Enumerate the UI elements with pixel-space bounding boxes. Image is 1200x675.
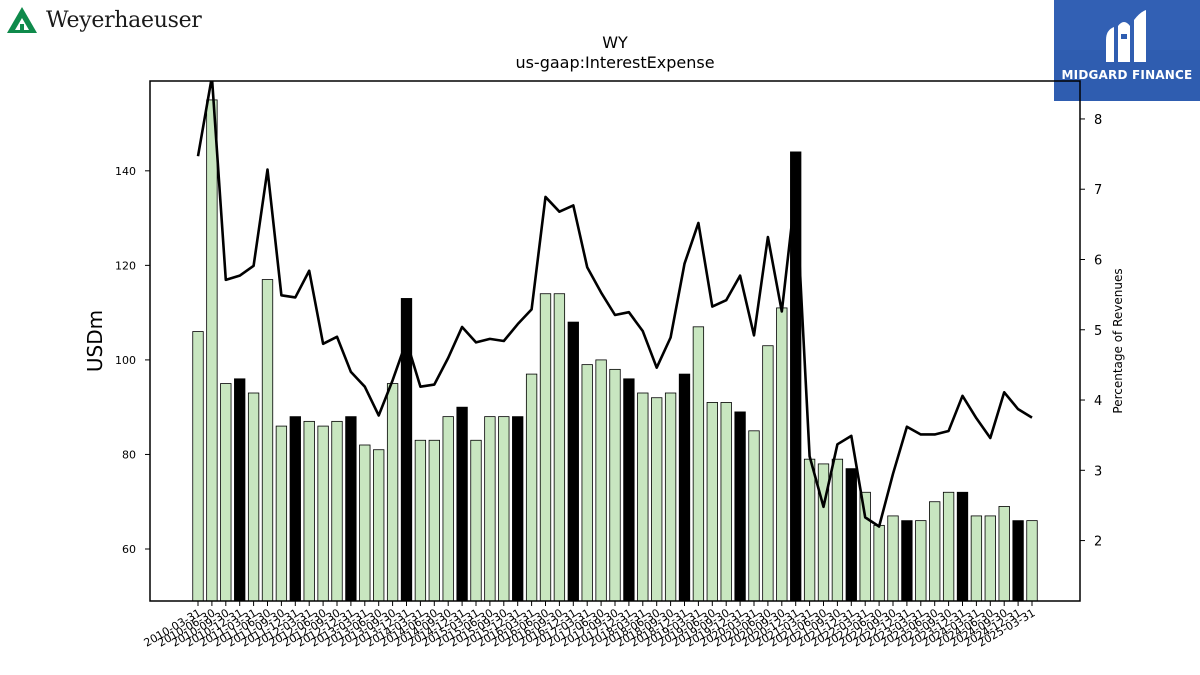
y2-axis-label: Percentage of Revenues [1111,268,1125,413]
bar-2016-06-30 [539,293,552,602]
bar-2022-06-30 [873,524,885,602]
bar-2019-09-30 [720,402,732,602]
bar-2023-03-31 [915,520,927,602]
midgard-finance-logo: MIDGARD FINANCE [1054,0,1200,101]
chart-title: WY [602,33,628,52]
bar-2024-03-31 [970,515,983,602]
y-tick-label: 80 [122,448,136,461]
bar-2017-12-31 [623,378,635,602]
bar-2012-06-30 [317,425,329,602]
y-tick-label: 60 [122,543,136,556]
bar-2021-03-31 [803,458,816,602]
y-axis-label: USDm [83,310,107,372]
bar-2025-03-31 [1026,520,1038,602]
bar-2017-09-30 [609,368,621,602]
bar-2013-06-30 [373,449,385,602]
bar-2024-12-31 [1012,520,1024,602]
bar-2024-09-30 [998,506,1010,602]
y2-tick-label: 3 [1094,464,1102,479]
y-tick-label: 140 [115,165,136,178]
bar-2015-12-31 [512,416,524,602]
bar-2023-09-30 [942,491,955,602]
weyerhaeuser-tree-icon [7,7,37,33]
bar-2024-06-30 [984,515,996,602]
pct-revenues-line [196,81,1033,528]
y-tick-label: 100 [115,354,136,367]
bar-2011-06-30 [261,279,274,602]
midgard-finance-emblem-icon [1054,0,1200,101]
chart-subtitle: us-gaap:InterestExpense [515,53,714,72]
bar-2014-03-31 [414,439,427,602]
bar-2015-03-31 [470,439,482,602]
bar-2022-03-31 [859,491,871,602]
bar-2023-12-31 [956,491,969,602]
bar-2010-03-31 [192,331,204,602]
weyerhaeuser-wordmark: Weyerhaeuser [46,7,202,33]
bar-2019-12-31 [734,411,746,602]
bar-2018-12-31 [678,373,691,602]
y2-tick-label: 5 [1094,324,1102,339]
bar-2016-12-31 [567,321,579,602]
bar-2012-03-31 [303,420,315,602]
y2-tick-label: 7 [1094,183,1102,198]
bar-2011-09-30 [275,425,288,602]
bar-2014-12-31 [456,406,468,602]
y2-tick-label: 6 [1094,253,1102,268]
weyerhaeuser-logo: Weyerhaeuser [6,6,202,34]
bar-2018-06-30 [651,397,663,602]
bar-2014-06-30 [428,439,440,602]
bar-2019-06-30 [706,402,718,602]
bar-2012-09-30 [331,420,343,602]
midgard-finance-wordmark: MIDGARD FINANCE [1061,68,1193,82]
bar-2013-03-31 [359,444,371,602]
bar-2022-12-31 [901,520,913,602]
y2-tick-label: 2 [1094,535,1102,550]
bar-2019-03-31 [692,326,705,602]
bar-2010-06-30 [206,99,218,602]
bar-2016-03-31 [525,373,538,602]
y2-tick-label: 8 [1094,113,1102,128]
bar-2012-12-31 [345,416,357,602]
pct-line-layer [196,81,1033,528]
bar-2013-09-30 [386,383,399,602]
bar-2014-09-30 [442,416,454,602]
bar-2023-06-30 [929,501,941,602]
bar-2022-09-30 [887,515,899,602]
bar-2017-03-31 [581,364,593,602]
bar-2011-03-31 [247,392,260,602]
bar-2017-06-30 [595,359,607,602]
bar-2018-09-30 [664,392,677,602]
y-axis-right: 2 3 4 5 6 7 8 [1080,113,1102,550]
bar-2016-09-30 [553,293,566,602]
y-tick-label: 120 [115,259,136,272]
bars-layer [192,99,1038,602]
bar-2010-12-31 [234,378,246,602]
x-axis: 2010-03-312010-06-302010-09-302010-12-31… [142,601,1038,650]
bar-2021-12-31 [845,468,857,602]
bar-2015-06-30 [484,416,496,602]
bar-2021-09-30 [831,458,844,602]
bar-2018-03-31 [637,392,649,602]
bar-2020-03-31 [748,430,760,602]
bar-2020-06-30 [762,345,774,602]
bar-2010-09-30 [220,383,232,602]
y2-tick-label: 4 [1094,394,1102,409]
y-axis-left: 60 80 100 120 140 [115,165,150,556]
bar-2011-12-31 [289,416,301,602]
bar-2020-09-30 [776,307,788,602]
bar-2015-09-30 [498,416,510,602]
